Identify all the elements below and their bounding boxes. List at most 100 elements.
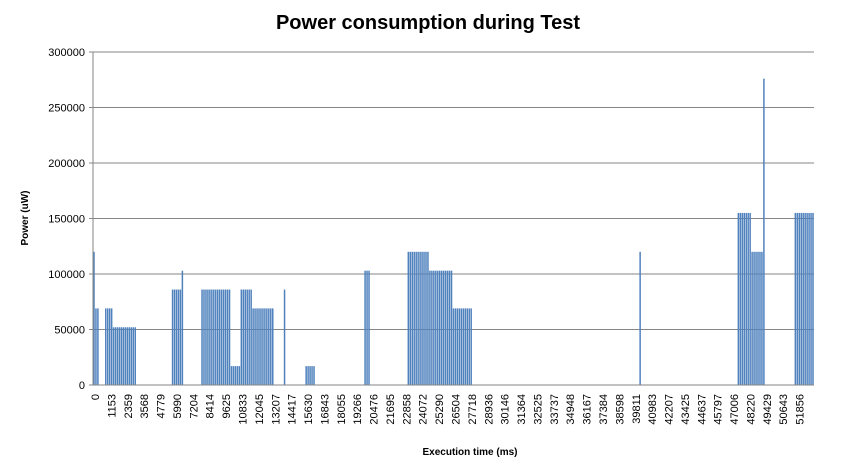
x-tick-label: 26504 — [451, 394, 463, 425]
bar — [234, 366, 237, 385]
bar — [753, 251, 755, 385]
x-tick-label: 3568 — [139, 394, 151, 418]
x-tick-label: 0 — [90, 394, 102, 400]
bar — [313, 366, 315, 385]
bar — [796, 212, 799, 385]
bar — [425, 251, 427, 385]
bar — [122, 327, 125, 385]
x-tick-label: 14417 — [287, 394, 299, 425]
bar — [470, 308, 472, 385]
bar — [244, 289, 246, 385]
bar — [794, 212, 797, 385]
bar — [763, 78, 765, 385]
x-tick-labels: 0 1153 2359 3568 4779 5990 7204 8414 9625 10833 12… — [90, 394, 807, 425]
bar — [468, 308, 470, 385]
bars — [93, 78, 814, 385]
bar — [458, 308, 461, 385]
bar — [110, 308, 113, 385]
x-tick-label: 18055 — [336, 394, 348, 425]
x-tick-label: 37384 — [598, 394, 610, 425]
bar — [448, 270, 451, 385]
x-tick-label: 39811 — [631, 394, 643, 424]
bar — [755, 251, 757, 385]
bar — [810, 212, 812, 385]
bar — [421, 251, 423, 385]
bar — [106, 308, 109, 385]
bar — [262, 308, 264, 385]
x-tick-label: 8414 — [205, 394, 217, 418]
x-tick-label: 19266 — [352, 394, 364, 425]
bar — [419, 251, 421, 385]
x-axis-label: Execution time (ms) — [422, 447, 517, 458]
bar — [266, 308, 268, 385]
bar — [120, 327, 123, 385]
x-tick-label: 47006 — [729, 394, 741, 425]
bar — [440, 270, 443, 385]
x-tick-label: 28936 — [483, 394, 495, 425]
x-tick-label: 27718 — [467, 394, 479, 425]
bar — [215, 289, 217, 385]
bar — [444, 270, 447, 385]
bar — [450, 270, 453, 385]
bar — [411, 251, 413, 385]
bar — [757, 251, 759, 385]
bar — [130, 327, 133, 385]
x-tick-label: 33737 — [549, 394, 561, 425]
x-tick-label: 50643 — [778, 394, 790, 425]
x-tick-label: 34948 — [565, 394, 577, 425]
y-tick-labels: 0 50000 100000 150000 200000 250000 300000 — [48, 47, 85, 392]
bar — [464, 308, 467, 385]
bar — [179, 289, 182, 385]
bar — [311, 366, 313, 385]
bar — [203, 289, 205, 385]
x-tick-label: 32525 — [532, 394, 544, 425]
x-tick-label: 9625 — [221, 394, 233, 418]
bar — [126, 327, 129, 385]
x-tick-label: 40983 — [647, 394, 659, 425]
y-tick-label: 300000 — [48, 47, 85, 59]
bar — [171, 289, 174, 385]
bar — [812, 212, 814, 385]
bar — [283, 289, 286, 385]
bar — [264, 308, 266, 385]
bar — [423, 251, 425, 385]
bar — [240, 289, 243, 385]
bar — [242, 289, 245, 385]
bar — [270, 308, 272, 385]
x-tick-label: 15630 — [303, 394, 315, 425]
x-tick-label: 5990 — [172, 394, 184, 418]
bar — [462, 308, 465, 385]
bar — [745, 212, 747, 385]
bar — [272, 308, 274, 385]
y-tick-label: 0 — [79, 380, 85, 392]
y-tick-label: 150000 — [48, 214, 85, 226]
bar — [417, 251, 419, 385]
bar — [181, 270, 184, 385]
bar — [741, 212, 744, 385]
bar — [246, 289, 248, 385]
x-tick-label: 22858 — [401, 394, 413, 425]
x-tick-label: 1153 — [106, 394, 118, 418]
bar — [256, 308, 258, 385]
bar — [364, 270, 366, 385]
bar — [118, 327, 121, 385]
bar — [737, 212, 740, 385]
bar — [456, 308, 459, 385]
bar — [761, 251, 763, 385]
x-tick-label: 31364 — [516, 394, 528, 425]
bar — [213, 289, 215, 385]
x-tick-label: 45797 — [713, 394, 725, 425]
x-tick-label: 4779 — [156, 394, 168, 418]
x-tick-label: 10833 — [237, 394, 249, 425]
bar — [93, 251, 95, 385]
bar — [307, 366, 309, 385]
bar — [439, 270, 441, 385]
bar — [739, 212, 742, 385]
bar — [177, 289, 180, 385]
bar — [427, 251, 429, 385]
x-tick-label: 7204 — [188, 394, 200, 418]
bar — [224, 289, 227, 385]
bar — [258, 308, 260, 385]
y-tick-label: 250000 — [48, 103, 85, 115]
bar — [97, 308, 99, 385]
